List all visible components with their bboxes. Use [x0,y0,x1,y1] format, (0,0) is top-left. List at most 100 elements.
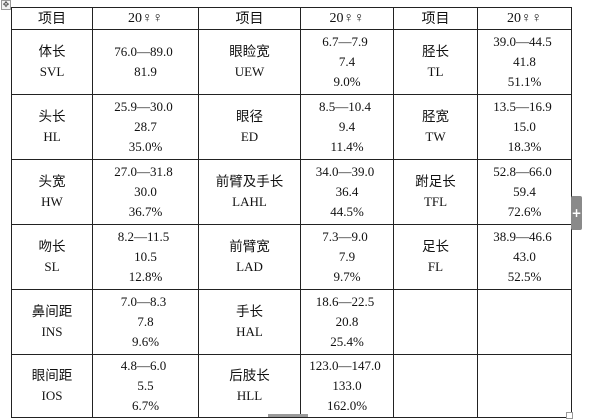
item-abbrev: IOS [41,388,63,403]
item-name-cn: 鼻间距 [31,304,73,320]
value-range: 6.7—7.9 [322,34,368,49]
header-sample-col-1: 20♀♀ [92,7,199,30]
item-abbrev: SVL [39,64,65,79]
item-name-cell: 手长 HAL [198,289,301,355]
value-percent: 9.7% [333,269,361,284]
value-percent: 18.3% [507,139,542,154]
item-name-cn: 眼睑宽 [229,44,270,60]
value-range: 123.0—147.0 [309,358,381,373]
item-name-cn: 体长 [38,44,66,60]
value-cell: 34.0—39.0 36.4 44.5% [300,159,394,225]
item-name-cn: 前臂宽 [229,239,270,255]
item-abbrev: HW [41,194,63,209]
value-range: 25.9—30.0 [114,99,173,114]
table-move-handle-icon[interactable]: ✥ [1,0,11,10]
item-name-cell: 足长 FL [393,224,478,290]
value-cell: 27.0—31.8 30.0 36.7% [92,159,199,225]
item-abbrev: HLL [236,388,263,403]
value-percent: 51.1% [507,74,542,89]
value-range: 8.5—10.4 [319,99,371,114]
measurement-table: 项目 20♀♀ 项目 20♀♀ 项目 20♀♀ 体长 SVL 76.0—89.0 8… [11,7,572,418]
value-range: 76.0—89.0 [114,44,173,59]
value-percent: 36.7% [128,204,163,219]
value-range: 52.8—66.0 [493,164,552,179]
table-row: 头宽 HW 27.0—31.8 30.0 36.7% 前臂及手长 LAHL 34.0—3… [11,159,572,225]
empty-cell [477,289,572,355]
item-name-cell: 吻长 SL [11,224,93,290]
table-row: 吻长 SL 8.2—11.5 10.5 12.8% 前臂宽 LAD 7.3—9.0 7.9… [11,224,572,290]
table-resize-handle[interactable] [566,412,573,419]
value-mean: 7.4 [338,54,356,69]
item-abbrev: TFL [423,194,448,209]
item-name-cell: 胫宽 TW [393,94,478,160]
value-mean: 5.5 [137,378,154,393]
item-abbrev: TW [425,129,446,144]
value-range: 4.8—6.0 [120,358,167,373]
value-percent: 72.6% [507,204,542,219]
value-percent: 9.0% [333,74,361,89]
value-cell: 13.5—16.9 15.0 18.3% [477,94,572,160]
header-sample-col-3: 20♀♀ [477,7,572,30]
value-range: 13.5—16.9 [493,99,552,114]
header-item-col-1: 项目 [11,7,93,30]
value-cell: 38.9—46.6 43.0 52.5% [477,224,572,290]
value-cell: 7.0—8.3 7.8 9.6% [92,289,199,355]
value-percent: 52.5% [507,269,542,284]
value-range: 8.2—11.5 [117,229,170,244]
table-bottom-resize-handle[interactable] [268,414,308,417]
item-name-cn: 胫宽 [422,109,449,125]
value-cell: 6.7—7.9 7.4 9.0% [300,29,394,95]
value-cell: 123.0—147.0 133.0 162.0% [300,354,394,418]
add-row-icon[interactable]: + [571,196,582,230]
value-mean: 30.0 [134,184,157,199]
value-percent: 44.5% [330,204,364,219]
value-percent: 25.4% [330,334,364,349]
item-name-cn: 后肢长 [229,368,270,384]
value-range: 38.9—46.6 [493,229,552,244]
item-abbrev: TL [427,64,444,79]
item-abbrev: SL [44,259,60,274]
item-abbrev: LAD [236,259,263,274]
value-mean: 15.0 [513,119,536,134]
item-name-cn: 手长 [236,304,263,320]
value-cell: 8.5—10.4 9.4 11.4% [300,94,394,160]
header-item-col-2: 项目 [198,7,301,30]
value-range: 27.0—31.8 [114,164,173,179]
value-percent: 9.6% [131,334,160,349]
value-percent: 162.0% [326,398,368,413]
value-mean: 81.9 [134,64,157,79]
item-name-cell: 鼻间距 INS [11,289,93,355]
value-range: 7.3—9.0 [322,229,368,244]
item-name-cell: 头宽 HW [11,159,93,225]
value-cell: 52.8—66.0 59.4 72.6% [477,159,572,225]
item-name-cell: 眼间距 IOS [11,354,93,418]
item-abbrev: ED [240,129,259,144]
value-percent: 12.8% [128,269,163,284]
empty-cell [477,354,572,418]
value-mean: 20.8 [335,314,359,329]
empty-cell [393,354,478,418]
item-name-cn: 眼径 [236,109,263,125]
item-name-cn: 足长 [422,239,449,255]
value-cell: 4.8—6.0 5.5 6.7% [92,354,199,418]
value-cell: 25.9—30.0 28.7 35.0% [92,94,199,160]
item-name-cn: 前臂及手长 [215,174,284,190]
value-percent: 11.4% [330,139,364,154]
item-name-cn: 跗足长 [415,174,456,190]
item-name-cell: 前臂及手长 LAHL [198,159,301,225]
item-abbrev: FL [427,259,444,274]
value-mean: 43.0 [513,249,536,264]
value-mean: 133.0 [332,378,362,393]
value-percent: 35.0% [128,139,163,154]
value-cell: 8.2—11.5 10.5 12.8% [92,224,199,290]
item-abbrev: INS [41,324,63,339]
value-mean: 10.5 [134,249,157,264]
item-name-cell: 前臂宽 LAD [198,224,301,290]
item-name-cn: 头宽 [38,174,66,190]
item-name-cell: 跗足长 TFL [393,159,478,225]
value-mean: 36.4 [335,184,359,199]
value-mean: 41.8 [513,54,536,69]
item-name-cell: 头长 HL [11,94,93,160]
item-name-cell: 眼径 ED [198,94,301,160]
